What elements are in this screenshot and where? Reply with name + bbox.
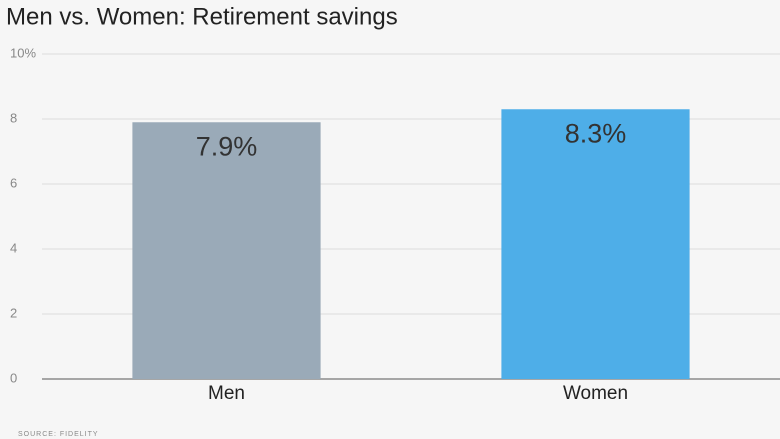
bar <box>501 109 690 379</box>
y-tick-label: 4 <box>10 240 17 255</box>
y-tick-label: 6 <box>10 175 17 190</box>
chart-title: Men vs. Women: Retirement savings <box>6 3 398 30</box>
y-tick-label: 10% <box>10 45 36 60</box>
bar <box>132 122 321 379</box>
value-label: 7.9% <box>196 131 258 161</box>
y-tick-label: 0 <box>10 370 17 385</box>
y-tick-label: 8 <box>10 110 17 125</box>
y-tick-label: 2 <box>10 305 17 320</box>
x-tick-label: Men <box>208 383 245 404</box>
source-note: SOURCE: FIDELITY <box>18 431 99 438</box>
value-label: 8.3% <box>565 118 627 148</box>
x-tick-label: Women <box>563 383 628 404</box>
